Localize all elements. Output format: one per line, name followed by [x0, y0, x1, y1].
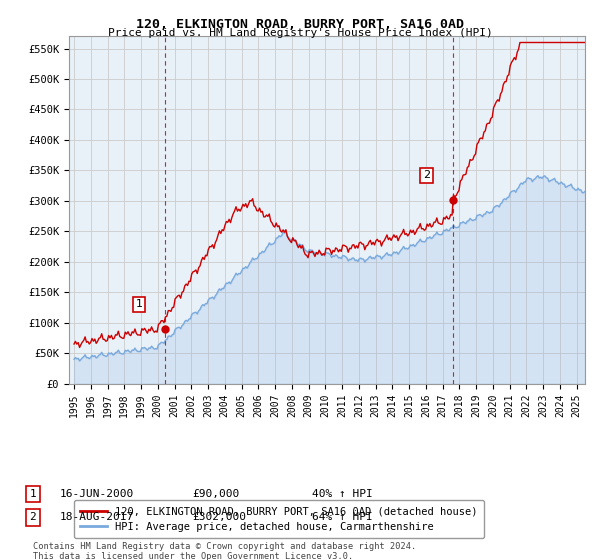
Text: 120, ELKINGTON ROAD, BURRY PORT, SA16 0AD: 120, ELKINGTON ROAD, BURRY PORT, SA16 0A…	[136, 18, 464, 31]
Text: 40% ↑ HPI: 40% ↑ HPI	[312, 489, 373, 499]
Text: £90,000: £90,000	[192, 489, 239, 499]
Text: 16-JUN-2000: 16-JUN-2000	[60, 489, 134, 499]
Text: 1: 1	[136, 300, 142, 310]
Text: 1: 1	[29, 489, 37, 499]
Text: £302,000: £302,000	[192, 512, 246, 522]
Text: 64% ↑ HPI: 64% ↑ HPI	[312, 512, 373, 522]
Text: 2: 2	[29, 512, 37, 522]
Text: 18-AUG-2017: 18-AUG-2017	[60, 512, 134, 522]
Legend: 120, ELKINGTON ROAD, BURRY PORT, SA16 0AD (detached house), HPI: Average price, : 120, ELKINGTON ROAD, BURRY PORT, SA16 0A…	[74, 501, 484, 538]
Text: Contains HM Land Registry data © Crown copyright and database right 2024.
This d: Contains HM Land Registry data © Crown c…	[33, 542, 416, 560]
Text: Price paid vs. HM Land Registry's House Price Index (HPI): Price paid vs. HM Land Registry's House …	[107, 28, 493, 38]
Text: 2: 2	[423, 170, 430, 180]
